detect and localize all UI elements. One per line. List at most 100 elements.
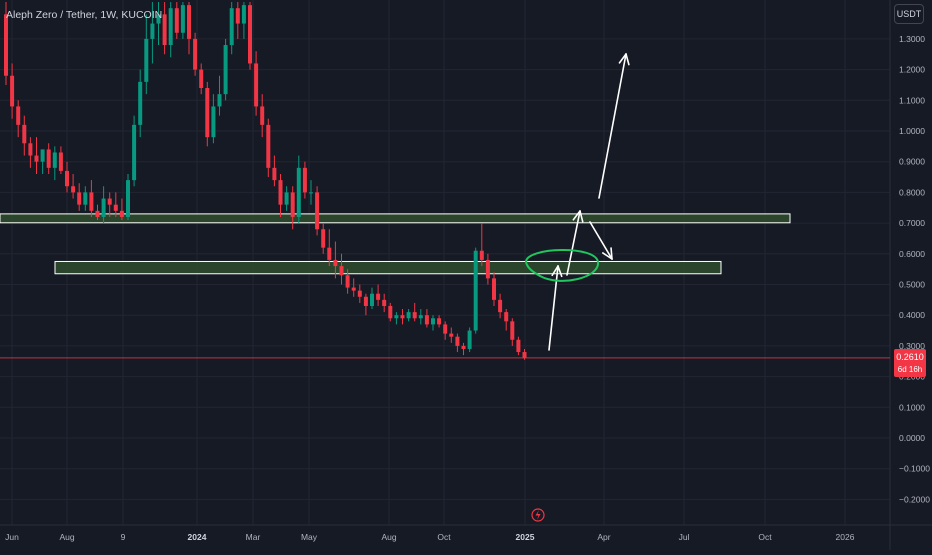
candle-body <box>351 287 356 291</box>
candle-body <box>40 149 45 162</box>
candle-body <box>223 45 228 95</box>
candle-body <box>412 312 417 319</box>
candle-body <box>77 192 82 205</box>
arrow-up-1[interactable] <box>548 265 559 351</box>
candle-body <box>473 250 478 331</box>
candle-body <box>455 336 460 346</box>
time-tick-label: Oct <box>758 532 772 542</box>
candle-body <box>363 296 368 306</box>
candle-body <box>58 152 63 171</box>
candle-body <box>187 5 191 39</box>
candle-body <box>119 210 124 217</box>
price-tick-label: 1.0000 <box>899 126 925 136</box>
candle-body <box>241 5 246 24</box>
candle-body <box>424 315 429 325</box>
candle-body <box>150 23 155 39</box>
candle-body <box>211 106 216 138</box>
time-tick-label: 2024 <box>188 532 207 542</box>
price-tick-label: 0.9000 <box>899 157 925 167</box>
candle-body <box>138 81 143 125</box>
candle-body <box>382 299 387 306</box>
last-price-value: 0.2610 <box>896 352 924 362</box>
candle-body <box>266 124 271 168</box>
candle-body <box>357 290 362 297</box>
candle-body <box>235 8 240 24</box>
candle-body <box>162 14 167 46</box>
last-price-label: 0.2610 6d 16h <box>894 349 926 377</box>
price-tick-label: 0.6000 <box>899 249 925 259</box>
candle-body <box>290 192 295 217</box>
arrow-target-head <box>618 53 627 64</box>
candle-body <box>248 5 252 64</box>
event-marker-icon[interactable] <box>531 508 545 522</box>
candle-body <box>510 321 515 340</box>
time-tick-label: Jul <box>679 532 690 542</box>
arrow-up-2[interactable] <box>566 210 581 276</box>
horizontal-zone-2[interactable] <box>54 260 722 275</box>
time-tick-label: Oct <box>437 532 451 542</box>
price-tick-label: 0.7000 <box>899 218 925 228</box>
candle-body <box>400 315 405 319</box>
candle-body <box>180 5 185 33</box>
price-tick-label: 0.1000 <box>899 402 925 412</box>
candle-body <box>492 278 496 300</box>
candle-body <box>370 293 374 306</box>
horizontal-zone-1[interactable] <box>0 213 791 224</box>
candle-body <box>309 192 313 194</box>
candle-body <box>101 198 106 217</box>
candle-body <box>28 143 33 156</box>
candle-body <box>418 315 423 319</box>
candle-body <box>327 247 332 260</box>
arrow-target[interactable] <box>598 53 627 199</box>
arrow-down-head <box>610 247 613 260</box>
candle-body <box>504 312 509 322</box>
arrow-up-2-head <box>572 210 581 221</box>
time-tick-label: Mar <box>246 532 261 542</box>
candle-body <box>498 299 503 313</box>
candle-body <box>449 333 454 337</box>
candle-body <box>217 94 222 107</box>
symbol-title: Aleph Zero / Tether, 1W, KUCOIN <box>6 9 163 21</box>
candle-body <box>315 192 320 230</box>
candle-body <box>52 152 57 168</box>
candle-body <box>406 312 411 319</box>
arrow-up-2-head <box>579 210 584 223</box>
time-tick-label: Aug <box>59 532 74 542</box>
arrow-down-head <box>602 252 613 260</box>
candle-body <box>431 318 435 325</box>
candle-body <box>388 305 393 319</box>
price-tick-label: 1.2000 <box>899 65 925 75</box>
candle-body <box>443 324 448 334</box>
candle-body <box>345 275 350 288</box>
arrow-up-1-head <box>551 265 559 277</box>
candle-body <box>71 186 76 193</box>
price-tick-label: 1.3000 <box>899 34 925 44</box>
candle-body <box>296 167 301 217</box>
candle-body <box>126 180 130 217</box>
candle-body <box>522 352 527 358</box>
candle-body <box>34 155 39 162</box>
candle-body <box>46 149 51 168</box>
time-tick-label: 2026 <box>836 532 855 542</box>
candle-body <box>205 88 210 138</box>
candle-body <box>193 38 198 70</box>
candle-body <box>437 318 442 325</box>
candle-body <box>89 192 94 211</box>
candle-body <box>516 339 521 353</box>
candle-body <box>229 8 234 46</box>
candle-body <box>278 180 283 205</box>
bar-countdown: 6d 16h <box>897 365 923 374</box>
candle-body <box>302 167 307 193</box>
candle-body <box>467 330 472 349</box>
breakout-ellipse[interactable] <box>525 249 599 282</box>
time-tick-label: Apr <box>597 532 610 542</box>
candle-body <box>113 204 118 211</box>
price-tick-label: 1.1000 <box>899 95 925 105</box>
currency-selector[interactable]: USDT <box>894 4 924 24</box>
arrow-target-head <box>625 53 630 66</box>
arrow-down[interactable] <box>589 221 613 260</box>
candle-body <box>10 75 15 107</box>
candle-body <box>83 192 88 205</box>
